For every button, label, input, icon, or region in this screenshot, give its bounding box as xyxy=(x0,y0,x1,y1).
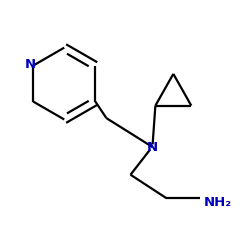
Text: NH₂: NH₂ xyxy=(204,196,232,209)
Text: N: N xyxy=(147,140,158,153)
Text: N: N xyxy=(25,58,36,71)
